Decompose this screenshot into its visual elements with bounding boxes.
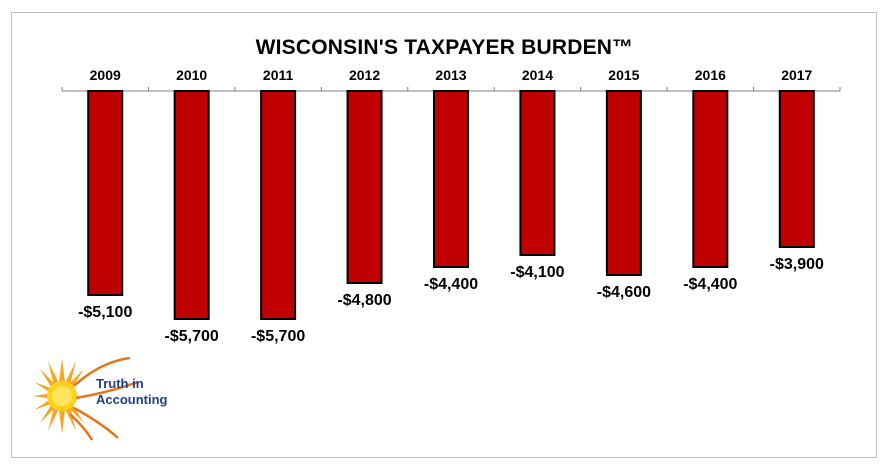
truth-in-accounting-logo: Truth in Accounting [32,356,168,441]
bar-2014 [519,90,556,256]
bar-2012 [346,90,383,284]
orange-swoosh-icon [69,356,139,441]
data-label: -$4,100 [510,264,564,281]
data-label: -$5,100 [78,304,132,321]
category-label: 2015 [608,67,639,83]
data-label: -$4,800 [337,292,391,309]
category-label: 2013 [435,67,466,83]
bar-2010 [173,90,210,320]
data-label: -$3,900 [770,256,824,273]
data-label: -$5,700 [165,328,219,345]
logo-line-2: Accounting [96,392,168,407]
bar-2011 [260,90,297,320]
bar-2017 [778,90,815,248]
category-label: 2017 [781,67,812,83]
data-label: -$5,700 [251,328,305,345]
category-label: 2016 [695,67,726,83]
data-label: -$4,600 [597,284,651,301]
sun-icon [32,358,84,434]
bar-2013 [433,90,469,268]
category-label: 2010 [176,67,207,83]
logo-line-1: Truth in [96,376,144,391]
category-label: 2011 [263,67,294,83]
bar-2009 [87,90,124,296]
chart-title: WISCONSIN'S TAXPAYER BURDEN™ [255,36,634,59]
category-label: 2009 [90,67,121,83]
category-label: 2014 [522,67,553,83]
category-label: 2012 [349,67,380,83]
data-label: -$4,400 [424,276,478,293]
bar-2016 [692,90,729,268]
bar-2015 [605,90,642,276]
data-label: -$4,400 [683,276,737,293]
